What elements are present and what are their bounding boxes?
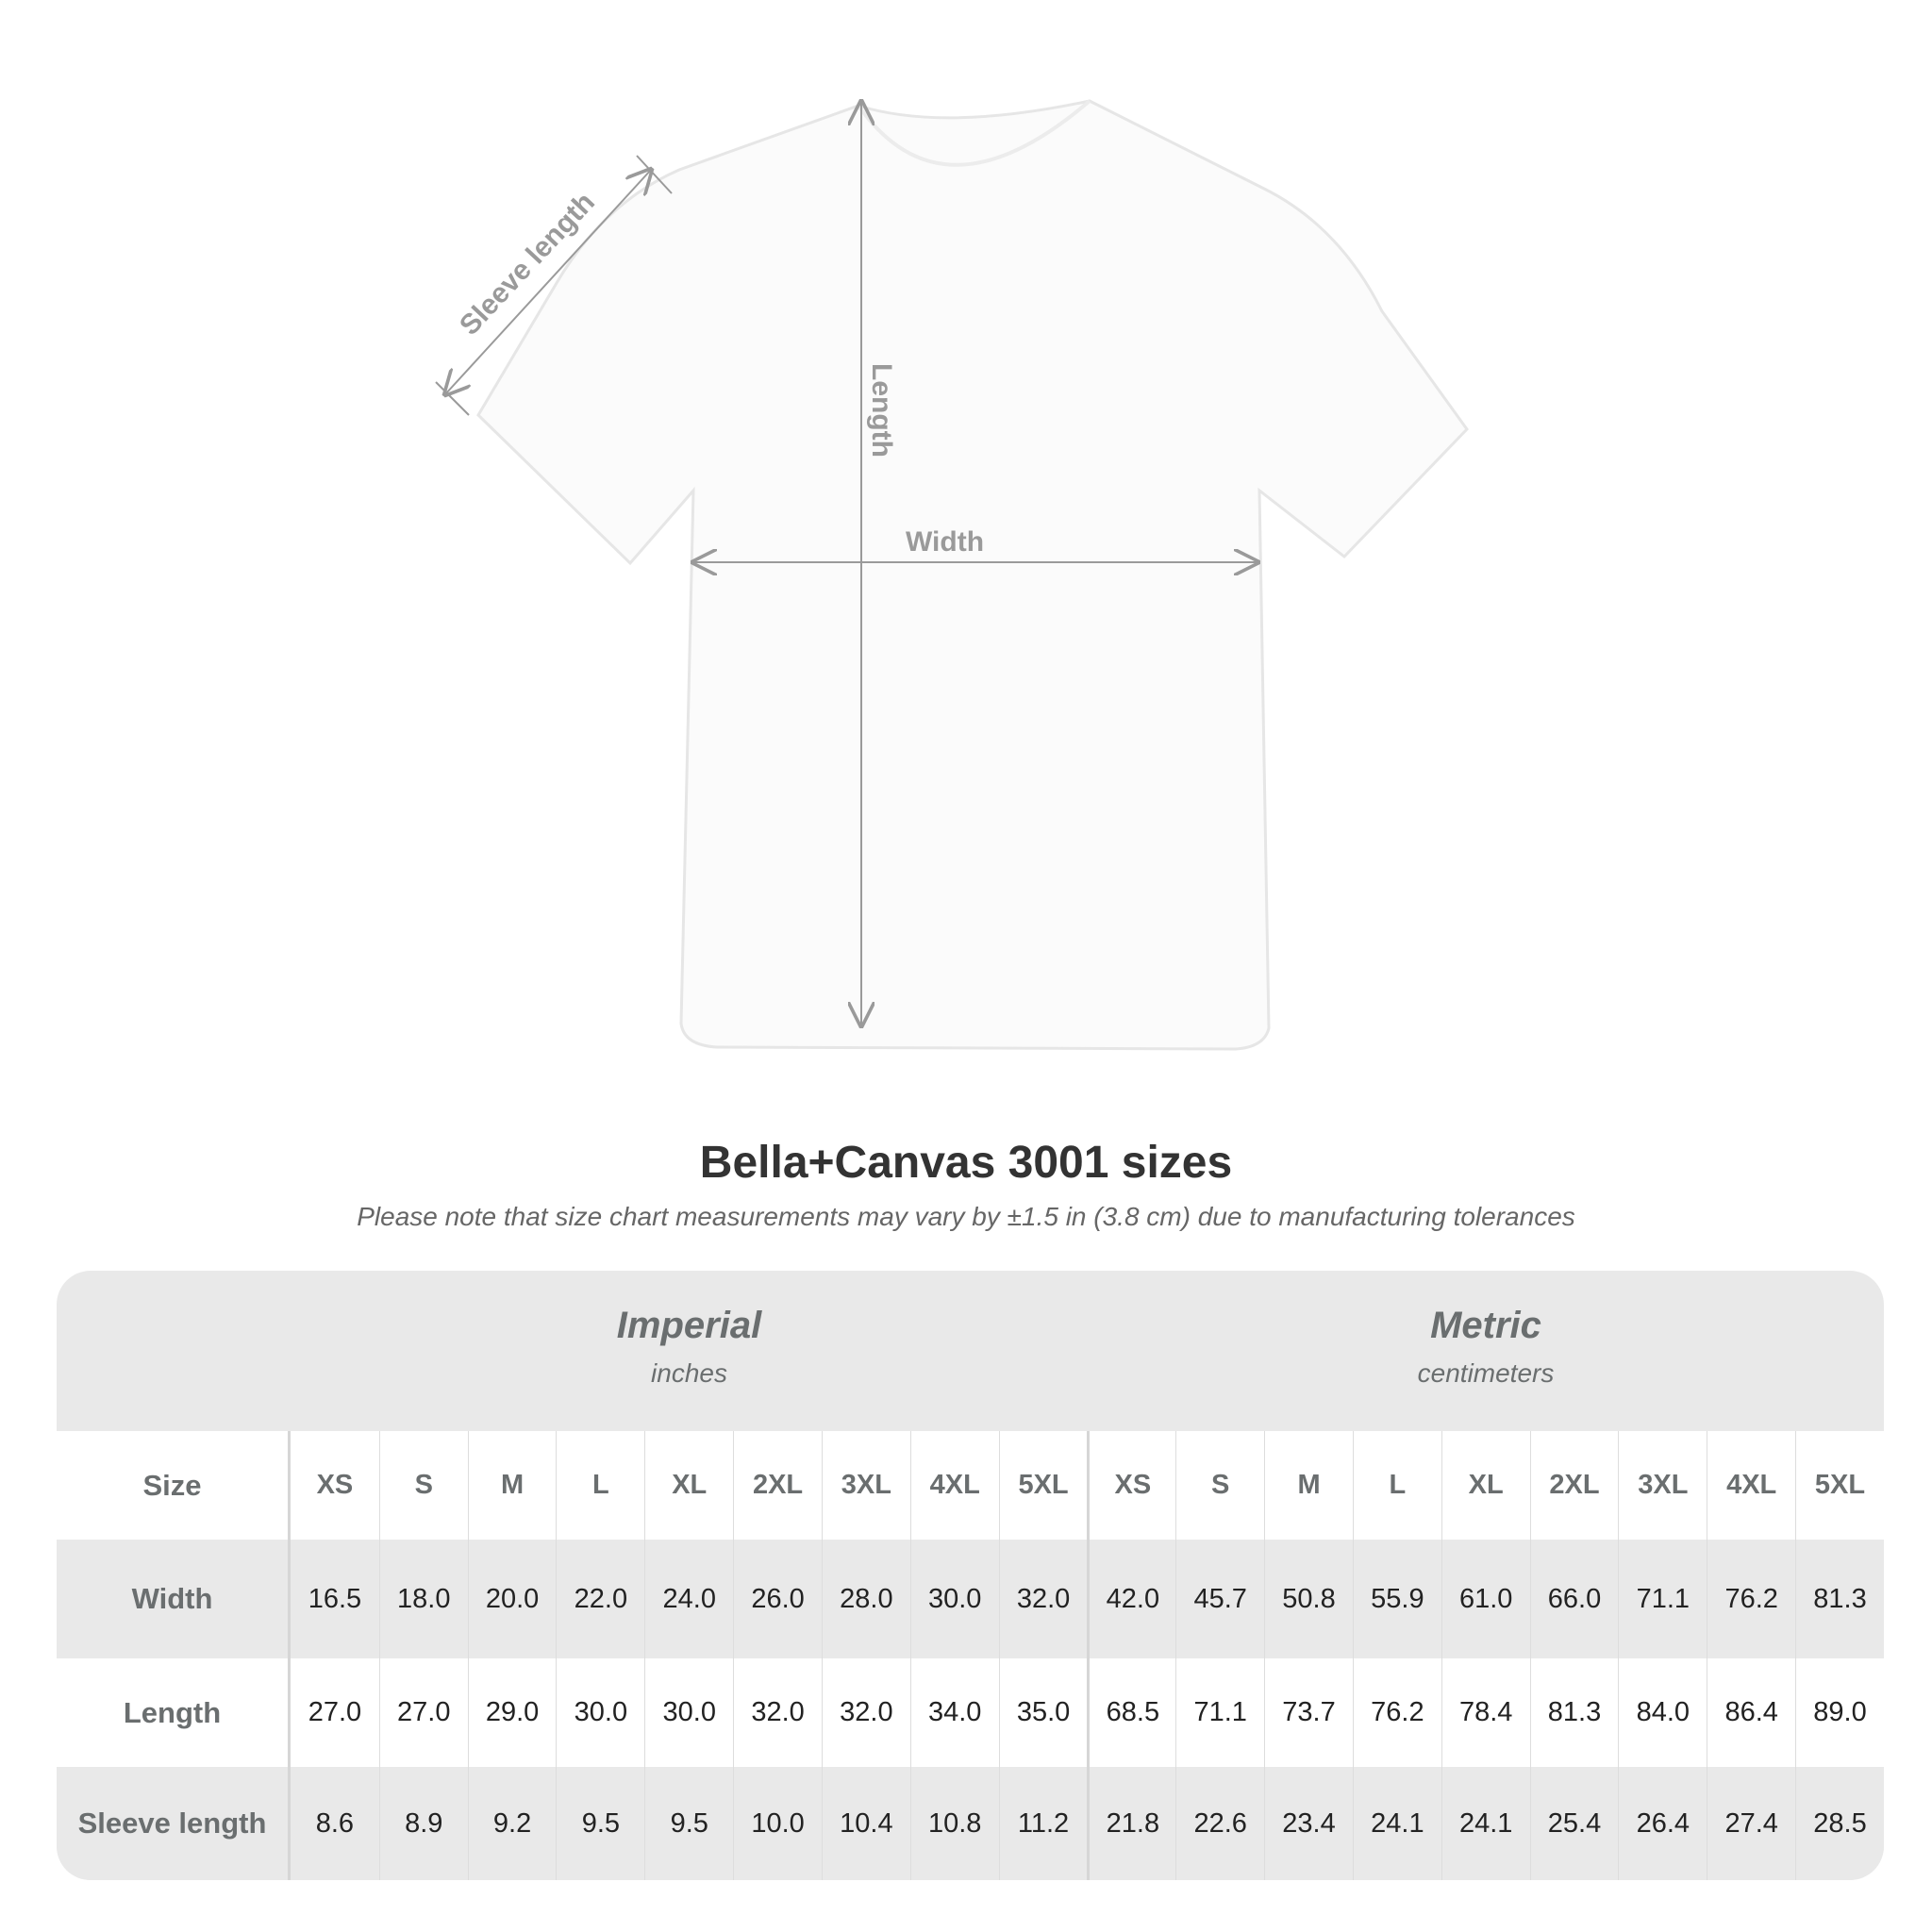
table-cell: 76.2: [1707, 1540, 1795, 1658]
table-cell: 22.0: [556, 1540, 644, 1658]
row-label: Length: [57, 1658, 291, 1767]
table-cell: 9.2: [467, 1767, 557, 1880]
size-header-cell: XS: [316, 1470, 354, 1500]
table-cell: 61.0: [1441, 1540, 1530, 1658]
table-cell: 26.4: [1618, 1767, 1707, 1880]
row-label: Width: [57, 1540, 291, 1658]
imperial-header: Imperial inches: [291, 1271, 1088, 1431]
table-row: Length 27.0 27.0 29.0 30.0 30.0 32.0 32.0 34.0 35…: [57, 1658, 1884, 1767]
length-label: Length: [866, 363, 897, 458]
table-cell: 10.0: [733, 1767, 822, 1880]
size-header-cell: 3XL: [1618, 1431, 1707, 1540]
table-cell: 24.1: [1441, 1767, 1530, 1880]
table-cell: 71.1: [1618, 1540, 1707, 1658]
table-cell: 10.8: [909, 1767, 999, 1880]
tshirt-shape: [476, 99, 1469, 1051]
table-cell: 55.9: [1352, 1540, 1441, 1658]
table-cell: 25.4: [1529, 1767, 1619, 1880]
metric-title: Metric: [1430, 1305, 1541, 1346]
table-cell: 45.7: [1175, 1540, 1264, 1658]
table-cell: 30.0: [556, 1658, 644, 1767]
size-header-cell: 4XL: [1707, 1431, 1795, 1540]
table-cell: 81.3: [1529, 1658, 1619, 1767]
size-header-cell: 2XL: [1529, 1431, 1619, 1540]
page-title: Bella+Canvas 3001 sizes: [699, 1138, 1233, 1188]
row-label: Size: [57, 1431, 291, 1540]
table-cell: 9.5: [556, 1767, 644, 1880]
table-cell: 84.0: [1618, 1658, 1707, 1767]
size-header-cell: 2XL: [733, 1431, 822, 1540]
table-cell: 29.0: [467, 1658, 557, 1767]
row-label: Sleeve length: [57, 1767, 291, 1880]
size-header-cell: XL: [644, 1431, 733, 1540]
table-cell: 32.0: [733, 1658, 822, 1767]
table-cell: 86.4: [1707, 1658, 1795, 1767]
tshirt-diagram: Sleeve length Length Width: [435, 0, 1469, 1051]
table-cell: 76.2: [1352, 1658, 1441, 1767]
table-cell: 78.4: [1441, 1658, 1530, 1767]
table-cell: 81.3: [1795, 1540, 1884, 1658]
imperial-unit: inches: [651, 1358, 727, 1388]
table-cell: 32.0: [998, 1540, 1088, 1658]
table-cell: 73.7: [1264, 1658, 1353, 1767]
table-cell: 28.0: [821, 1540, 910, 1658]
table-cell: 27.0: [308, 1697, 362, 1727]
table-cell: 27.4: [1707, 1767, 1795, 1880]
size-header-cell: 5XL: [1795, 1431, 1884, 1540]
size-header-cell: M: [467, 1431, 557, 1540]
table-cell: 8.6: [315, 1807, 355, 1839]
size-header-cell: S: [378, 1431, 468, 1540]
table-cell: 28.5: [1795, 1767, 1884, 1880]
size-header-cell: S: [1175, 1431, 1264, 1540]
table-cell: 89.0: [1795, 1658, 1884, 1767]
table-cell: 16.5: [308, 1583, 362, 1614]
table-row: Width 16.5 18.0 20.0 22.0 24.0 26.0 28.0 30.0 32.…: [57, 1540, 1884, 1658]
size-table: Imperial inches Metric centimeters Size X…: [57, 1271, 1884, 1880]
size-header-cell: L: [1352, 1431, 1441, 1540]
table-cell: 35.0: [998, 1658, 1088, 1767]
size-header-cell: 3XL: [821, 1431, 910, 1540]
table-cell: 18.0: [378, 1540, 468, 1658]
table-cell: 30.0: [909, 1540, 999, 1658]
size-header-cell: XL: [1441, 1431, 1530, 1540]
table-cell: 42.0: [1087, 1540, 1175, 1658]
size-row: Size XS S M L XL 2XL 3XL 4XL 5XL XS S M L XL 2XL 3XL 4XL 5…: [57, 1431, 1884, 1540]
table-cell: 22.6: [1175, 1767, 1264, 1880]
size-header-cell: XS: [1087, 1431, 1175, 1540]
table-cell: 27.0: [378, 1658, 468, 1767]
table-cell: 24.1: [1352, 1767, 1441, 1880]
metric-header: Metric centimeters: [1088, 1271, 1884, 1431]
size-header-cell: M: [1264, 1431, 1353, 1540]
tolerance-note: Please note that size chart measurements…: [357, 1202, 1575, 1231]
table-cell: 10.4: [821, 1767, 910, 1880]
table-cell: 8.9: [378, 1767, 468, 1880]
tshirt-collar: [857, 99, 1091, 167]
table-cell: 71.1: [1175, 1658, 1264, 1767]
table-row: Sleeve length 8.6 8.9 9.2 9.5 9.5 10.0 10.4 10.8…: [57, 1767, 1884, 1880]
table-cell: 23.4: [1264, 1767, 1353, 1880]
sleeve-arrow: [445, 170, 651, 394]
size-header-cell: L: [556, 1431, 644, 1540]
table-cell: 20.0: [467, 1540, 557, 1658]
table-cell: 9.5: [644, 1767, 733, 1880]
width-label: Width: [906, 526, 984, 558]
table-cell: 30.0: [644, 1658, 733, 1767]
table-cell: 26.0: [733, 1540, 822, 1658]
size-header-cell: 5XL: [998, 1431, 1088, 1540]
size-header-cell: 4XL: [909, 1431, 999, 1540]
table-cell: 66.0: [1529, 1540, 1619, 1658]
metric-unit: centimeters: [1417, 1358, 1555, 1388]
imperial-title: Imperial: [616, 1305, 762, 1346]
table-cell: 11.2: [998, 1767, 1088, 1880]
table-cell: 34.0: [909, 1658, 999, 1767]
table-cell: 24.0: [644, 1540, 733, 1658]
table-cell: 21.8: [1087, 1767, 1175, 1880]
table-cell: 50.8: [1264, 1540, 1353, 1658]
table-cell: 32.0: [821, 1658, 910, 1767]
table-cell: 68.5: [1087, 1658, 1175, 1767]
